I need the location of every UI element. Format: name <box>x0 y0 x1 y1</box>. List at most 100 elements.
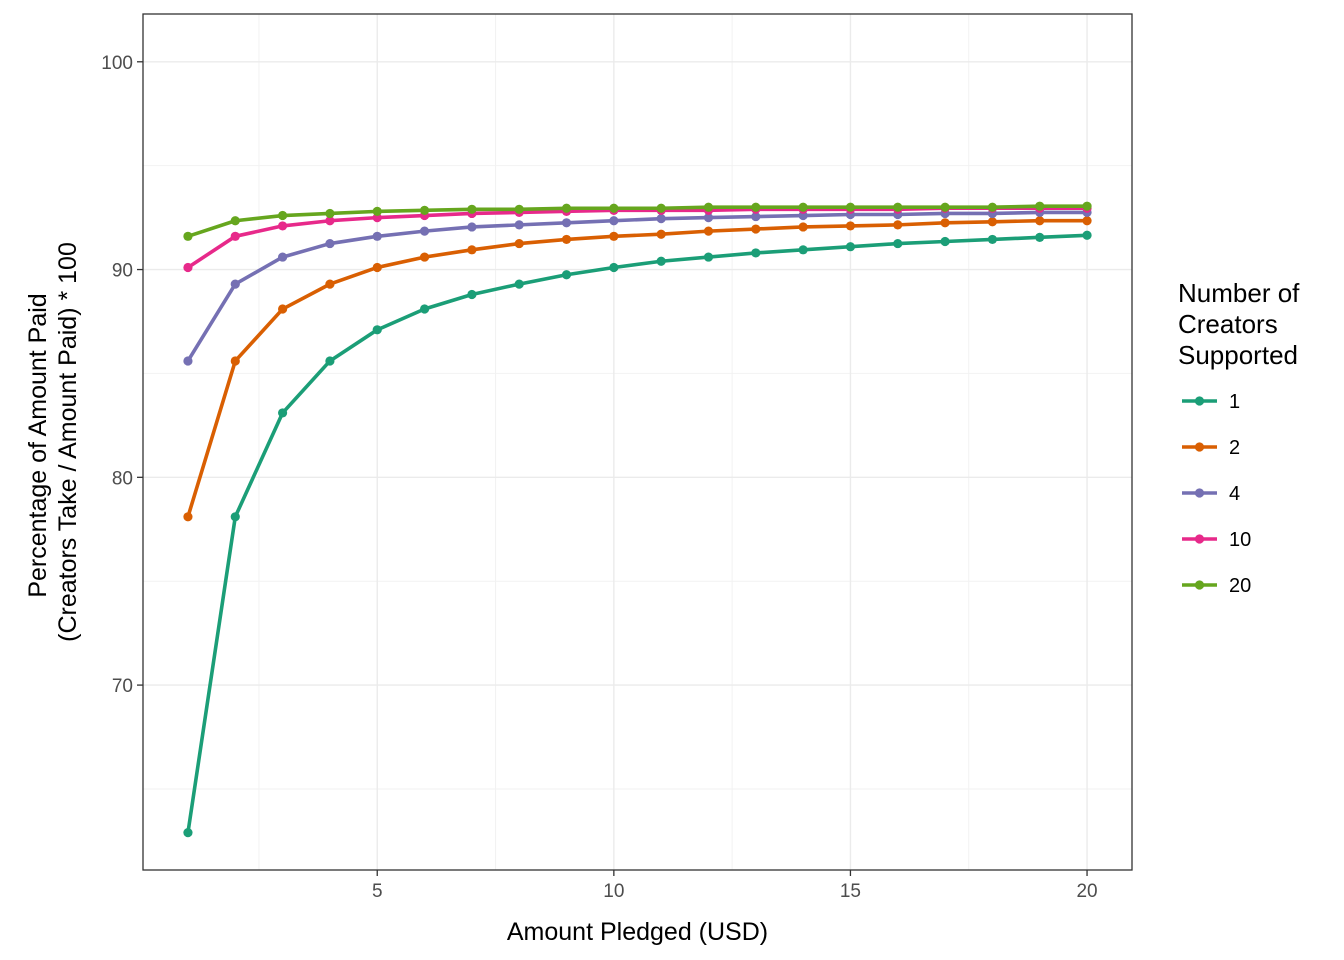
data-point <box>230 216 240 226</box>
y-axis-title-line-2: (Creators Take / Amount Paid) * 100 <box>54 242 82 642</box>
series-1 <box>183 230 1092 838</box>
x-axis: 5 10 15 20 <box>372 870 1098 902</box>
data-point <box>372 231 382 241</box>
x-tick-label: 5 <box>372 881 383 902</box>
data-point <box>514 238 524 249</box>
data-point <box>277 304 288 314</box>
data-point <box>893 202 903 212</box>
y-tick-label: 100 <box>101 53 133 74</box>
data-point <box>656 256 666 266</box>
data-point <box>751 202 761 212</box>
data-point <box>703 226 714 236</box>
legend-label: 2 <box>1229 437 1240 459</box>
data-point <box>467 289 477 300</box>
data-point <box>419 226 430 236</box>
data-point <box>1035 201 1045 211</box>
legend-items: 1 2 4 10 20 <box>1182 391 1251 597</box>
data-point <box>798 202 808 212</box>
data-point <box>1082 216 1092 226</box>
data-point <box>183 828 193 838</box>
data-point <box>230 231 240 241</box>
data-point <box>183 512 193 522</box>
legend-title: Number of Creators Supported <box>1178 278 1307 370</box>
legend-label: 20 <box>1229 575 1251 597</box>
data-point <box>419 304 430 314</box>
data-point <box>183 262 193 273</box>
data-point <box>325 279 335 289</box>
x-tick-label: 15 <box>840 881 861 902</box>
y-axis-title: Percentage of Amount Paid (Creators Take… <box>24 242 82 642</box>
legend-title-line-2: Creators <box>1178 309 1278 339</box>
legend-title-line-1: Number of <box>1178 278 1300 308</box>
x-tick-label: 10 <box>603 881 624 902</box>
y-axis: 70 80 90 100 <box>101 53 143 697</box>
legend-key-point <box>1194 442 1205 452</box>
data-point <box>751 224 761 234</box>
data-point <box>609 203 619 213</box>
series-20 <box>183 201 1092 241</box>
y-tick-label: 80 <box>112 468 133 489</box>
data-point <box>987 202 998 212</box>
data-point <box>940 218 950 228</box>
data-point <box>703 202 714 212</box>
data-point <box>561 203 572 213</box>
data-point <box>419 252 430 262</box>
data-point <box>230 279 240 289</box>
data-point <box>609 231 619 241</box>
series-layer <box>183 201 1092 838</box>
minor-gridlines <box>143 14 1132 870</box>
data-point <box>419 205 430 215</box>
data-point <box>987 234 998 245</box>
legend-key-point <box>1194 534 1205 544</box>
data-point <box>230 356 240 366</box>
legend-item-2: 2 <box>1182 437 1240 459</box>
data-point <box>609 262 619 273</box>
legend-label: 10 <box>1229 529 1251 551</box>
data-point <box>277 408 288 418</box>
series-line <box>186 218 1089 519</box>
data-point <box>893 220 903 230</box>
y-tick-label: 90 <box>112 261 133 282</box>
data-point <box>514 204 524 214</box>
data-point <box>467 245 477 255</box>
legend-label: 1 <box>1229 391 1240 413</box>
legend-key-point <box>1194 488 1205 498</box>
legend-item-4: 4 <box>1182 483 1240 505</box>
data-point <box>277 210 288 221</box>
data-point <box>561 218 572 228</box>
legend-title-line-3: Supported <box>1178 340 1298 370</box>
x-tick-label: 20 <box>1076 881 1097 902</box>
data-point <box>325 216 335 226</box>
data-point <box>751 211 761 222</box>
data-point <box>703 252 714 262</box>
data-point <box>987 217 998 227</box>
legend: Number of Creators Supported 1 2 4 10 20 <box>1178 278 1307 597</box>
data-point <box>656 214 666 224</box>
data-point <box>703 213 714 223</box>
data-point <box>561 270 572 280</box>
x-axis-title: Amount Pledged (USD) <box>507 918 768 946</box>
data-point <box>277 221 288 231</box>
data-point <box>372 262 382 273</box>
data-point <box>514 220 524 230</box>
legend-item-1: 1 <box>1182 391 1240 413</box>
legend-key-point <box>1194 580 1205 590</box>
data-point <box>325 356 335 366</box>
data-point <box>325 208 335 219</box>
data-point <box>798 222 808 232</box>
panel-border <box>142 13 1133 871</box>
data-point <box>1082 201 1092 211</box>
data-point <box>467 204 477 214</box>
y-tick-label: 70 <box>112 676 133 697</box>
data-point <box>1082 230 1092 240</box>
series-line <box>186 204 1089 239</box>
data-point <box>940 202 950 212</box>
data-point <box>230 512 240 522</box>
legend-item-20: 20 <box>1182 575 1251 597</box>
major-gridlines <box>143 14 1132 870</box>
data-point <box>183 231 193 241</box>
legend-item-10: 10 <box>1182 529 1251 551</box>
data-point <box>656 203 666 213</box>
